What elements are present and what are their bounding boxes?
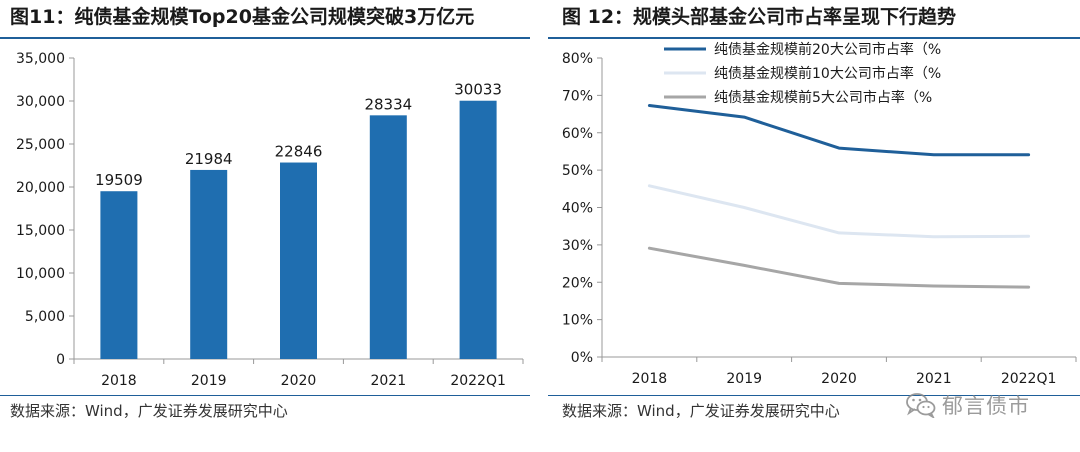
left-figure-panel: 图11：纯债基金规模Top20基金公司规模突破3万亿元 0 5,000 10,000… <box>0 0 530 452</box>
x-tick-label: 2019 <box>191 373 227 389</box>
bar <box>459 100 497 360</box>
x-tick-label: 2018 <box>101 373 137 389</box>
legend-label-3: 纯债基金规模前5大公司市占率（% <box>714 89 932 106</box>
bar-data-label: 22846 <box>275 143 323 161</box>
x-tick-label: 2022Q1 <box>450 373 506 389</box>
x-tick-label: 2018 <box>632 371 668 387</box>
y-tick-label: 10,000 <box>16 266 65 282</box>
bar <box>100 191 138 359</box>
y-tick-label: 0 <box>56 352 65 368</box>
bar-data-label: 21984 <box>185 150 233 168</box>
y-tick-label: 5,000 <box>25 309 65 325</box>
bar-chart: 0 5,000 10,000 15,000 20,000 25,000 30,000 35,0… <box>16 51 524 389</box>
y-tick-label: 25,000 <box>16 137 65 153</box>
y-tick-label: 0% <box>571 350 593 366</box>
right-figure-panel: 图 12：规模头部基金公司市占率呈现下行趋势 0% 10% 20% 30% 40% 50%… <box>548 0 1080 452</box>
series-line-3 <box>647 246 1031 289</box>
bar-data-label: 28334 <box>364 95 412 113</box>
series-line-1 <box>647 104 1031 157</box>
y-tick-label: 40% <box>562 201 593 217</box>
y-tick-label: 30% <box>562 238 593 254</box>
x-tick-label: 2022Q1 <box>1001 371 1057 387</box>
bar <box>369 115 407 359</box>
x-tick-label: 2021 <box>916 371 952 387</box>
x-tick-label: 2020 <box>821 371 857 387</box>
y-tick-label: 15,000 <box>16 223 65 239</box>
right-source-divider <box>548 395 1080 396</box>
x-tick-label: 2020 <box>281 373 317 389</box>
x-tick-label: 2019 <box>726 371 762 387</box>
watermark: 郁言债市 <box>906 390 1030 420</box>
y-tick-label: 30,000 <box>16 94 65 110</box>
y-tick-label: 70% <box>562 88 593 104</box>
y-tick-label: 10% <box>562 313 593 329</box>
legend-label-1: 纯债基金规模前20大公司市占率（% <box>714 41 941 58</box>
bar-data-label: 19509 <box>95 171 143 189</box>
bar <box>280 162 317 359</box>
y-tick-label: 35,000 <box>16 51 65 67</box>
left-figure-title: 图11：纯债基金规模Top20基金公司规模突破3万亿元 <box>0 0 530 39</box>
y-tick-label: 80% <box>562 51 593 67</box>
x-tick-label: 2021 <box>370 373 406 389</box>
left-source-note: 数据来源：Wind，广发证券发展研究中心 <box>10 402 288 420</box>
wechat-icon <box>906 393 936 418</box>
bar <box>190 169 228 359</box>
bar-data-label: 30033 <box>454 81 502 99</box>
y-tick-label: 20% <box>562 275 593 291</box>
right-figure-title: 图 12：规模头部基金公司市占率呈现下行趋势 <box>548 0 1080 39</box>
legend-label-2: 纯债基金规模前10大公司市占率（% <box>714 65 941 82</box>
y-tick-label: 20,000 <box>16 180 65 196</box>
y-tick-label: 60% <box>562 126 593 142</box>
y-tick-label: 50% <box>562 163 593 179</box>
watermark-text: 郁言债市 <box>942 394 1030 418</box>
left-source-divider <box>0 395 530 396</box>
right-source-note: 数据来源：Wind，广发证券发展研究中心 <box>562 402 840 420</box>
series-line-2 <box>647 184 1031 239</box>
line-chart: 0% 10% 20% 30% 40% 50% 60% 70% 80% 2018 2019 2020 20… <box>562 41 1077 387</box>
